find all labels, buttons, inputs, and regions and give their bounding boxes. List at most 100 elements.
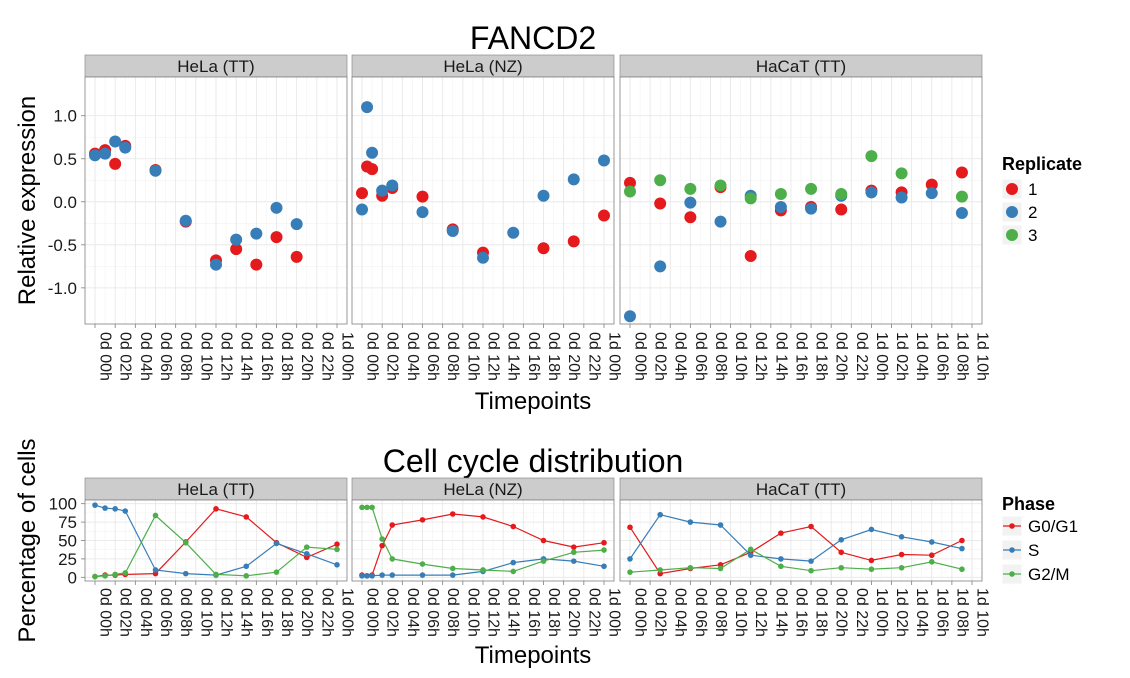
data-point (109, 157, 122, 170)
x-tick-label: 1d 02h (893, 332, 910, 381)
data-point (179, 214, 192, 227)
legend-marker (1009, 523, 1015, 529)
data-point (119, 141, 132, 154)
data-point (895, 167, 908, 180)
data-point (243, 563, 250, 570)
x-tick-label: 0d 16h (258, 332, 275, 381)
y-tick-label: -1.0 (48, 279, 77, 298)
data-point (449, 572, 456, 578)
data-point (480, 567, 486, 573)
data-point (805, 182, 818, 195)
data-point (687, 564, 694, 571)
data-point (714, 215, 727, 228)
x-tick-label: 0d 00h (364, 588, 381, 637)
series-line (629, 514, 963, 562)
series-2 (356, 101, 610, 264)
x-tick-label: 0d 02h (117, 332, 134, 381)
data-point (102, 573, 108, 579)
x-tick-label: 0d 04h (137, 588, 154, 637)
x-axis-label: Timepoints (475, 642, 591, 669)
data-point (364, 504, 370, 511)
data-point (273, 540, 280, 547)
data-point (369, 573, 375, 579)
data-point (449, 511, 456, 517)
x-tick-label: 0d 08h (177, 332, 194, 381)
panel-border (619, 499, 983, 582)
legend-marker (1009, 571, 1015, 577)
data-point (868, 566, 875, 573)
x-tick-label: 0d 02h (117, 588, 134, 637)
series-g2-m (359, 504, 607, 575)
grid (352, 77, 614, 324)
legend-label: G2/M (1028, 565, 1070, 584)
data-point (570, 549, 577, 556)
data-point (290, 250, 303, 263)
data-point (684, 182, 697, 195)
x-tick-label: 0d 22h (318, 332, 335, 381)
data-point (99, 147, 112, 160)
panel-border (351, 76, 615, 325)
data-point (182, 539, 189, 546)
data-point (446, 225, 459, 238)
data-point (717, 522, 724, 528)
data-point (361, 101, 374, 114)
data-point (624, 310, 636, 323)
chart-title: FANCD2 (470, 20, 596, 56)
data-point (865, 186, 878, 199)
x-tick-label: 0d 22h (585, 588, 602, 637)
legend-title: Phase (1002, 494, 1055, 514)
data-point (835, 203, 848, 216)
x-tick-label: 0d 16h (792, 588, 809, 637)
x-tick-label: 1d 00h (873, 588, 890, 637)
data-point (838, 564, 845, 571)
x-tick-label: 0d 14h (505, 332, 522, 381)
data-point (925, 187, 938, 200)
y-tick-label: 100 (49, 495, 77, 514)
x-tick-label: 1d 10h (974, 588, 991, 637)
data-point (356, 203, 368, 216)
data-point (449, 565, 456, 572)
x-tick-label: 0d 18h (545, 588, 562, 637)
x-tick-label: 0d 12h (218, 332, 235, 381)
data-point (389, 556, 396, 562)
data-point (230, 233, 243, 246)
data-point (567, 235, 580, 248)
data-point (379, 572, 385, 578)
series-g2-m (92, 512, 340, 580)
data-point (624, 176, 636, 189)
data-point (376, 184, 389, 197)
data-point (601, 563, 607, 570)
x-tick-label: 0d 00h (632, 588, 649, 637)
x-tick-label: 1d 00h (339, 332, 356, 381)
legend-label: 2 (1028, 203, 1037, 222)
x-tick-label: 1d 10h (974, 332, 991, 381)
x-tick-label: 1d 00h (873, 332, 890, 381)
data-point (419, 517, 426, 523)
x-tick-label: 0d 12h (218, 588, 235, 637)
data-point (835, 188, 848, 201)
facet-label: HeLa (NZ) (443, 480, 522, 499)
series-2 (89, 135, 303, 271)
x-tick-label: 0d 06h (157, 588, 174, 637)
x-tick-label: 1d 08h (953, 332, 970, 381)
legend-marker (1006, 229, 1018, 241)
data-point (510, 568, 517, 575)
x-tick-label: 0d 22h (853, 332, 870, 381)
x-tick-label: 0d 06h (424, 332, 441, 381)
data-point (213, 571, 219, 578)
legend: Replicate 1 2 3 (1001, 154, 1082, 246)
data-point (898, 534, 905, 540)
data-point (684, 211, 697, 224)
data-point (152, 567, 159, 573)
data-point (334, 562, 340, 568)
x-tick-label: 0d 14h (772, 588, 789, 637)
data-point (774, 188, 787, 201)
x-tick-label: 0d 20h (565, 588, 582, 637)
x-tick-label: 0d 14h (772, 332, 789, 381)
data-point (838, 536, 845, 543)
legend-title: Replicate (1002, 154, 1082, 174)
data-point (369, 504, 375, 511)
y-tick-label: 0 (68, 568, 77, 587)
x-tick-label: 0d 14h (238, 588, 255, 637)
